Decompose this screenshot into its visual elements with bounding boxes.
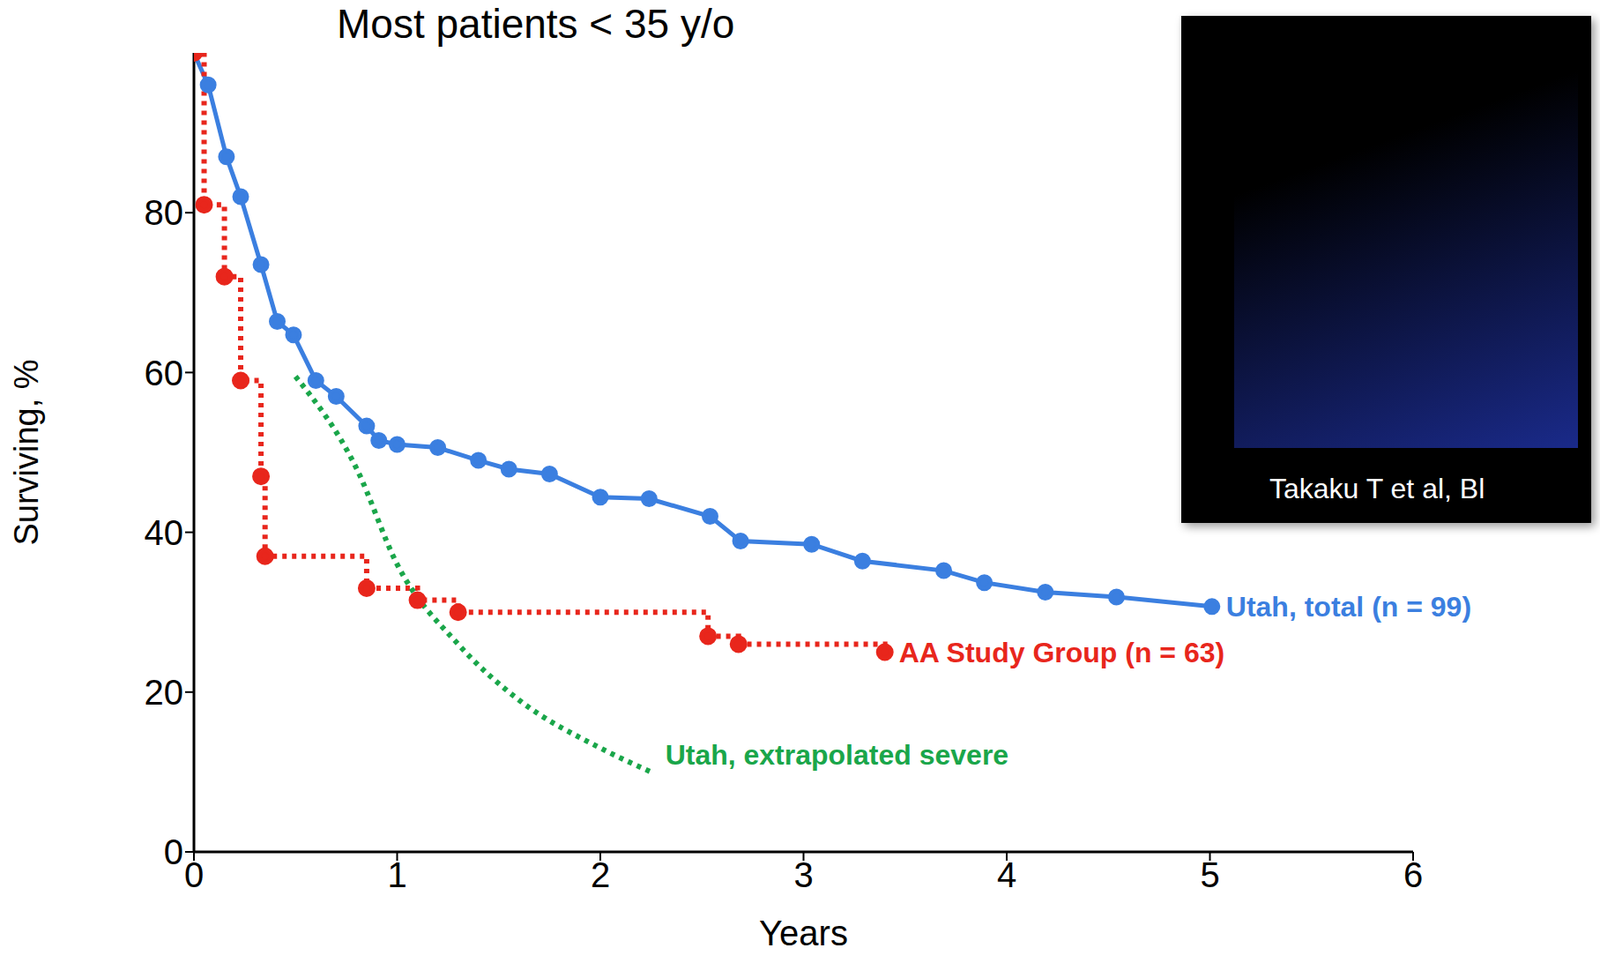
svg-text:5: 5: [1199, 855, 1220, 894]
svg-text:0: 0: [184, 855, 204, 894]
svg-text:AA Study Group (n = 63): AA Study Group (n = 63): [899, 636, 1225, 669]
svg-text:80: 80: [144, 193, 185, 232]
svg-text:0: 0: [163, 832, 184, 871]
html-text:Takaku T et al, Bl: Takaku T et al, Bl: [1269, 472, 1485, 505]
svg-text:4: 4: [997, 855, 1017, 894]
svg-text:6: 6: [1403, 855, 1423, 894]
svg-text:Surviving, %: Surviving, %: [7, 358, 45, 545]
svg-text:60: 60: [144, 353, 185, 393]
svg-text:1: 1: [386, 855, 407, 894]
svg-text:3: 3: [793, 855, 813, 894]
svg-text:20: 20: [144, 672, 185, 712]
svg-text:2: 2: [590, 855, 611, 894]
html-text:Most patients < 35 y/o: Most patients < 35 y/o: [336, 0, 735, 47]
svg-text:Years: Years: [759, 913, 849, 953]
svg-text:Utah, extrapolated severe: Utah, extrapolated severe: [665, 738, 1010, 771]
svg-text:40: 40: [144, 513, 185, 552]
svg-text:Utah, total (n = 99): Utah, total (n = 99): [1226, 590, 1472, 623]
